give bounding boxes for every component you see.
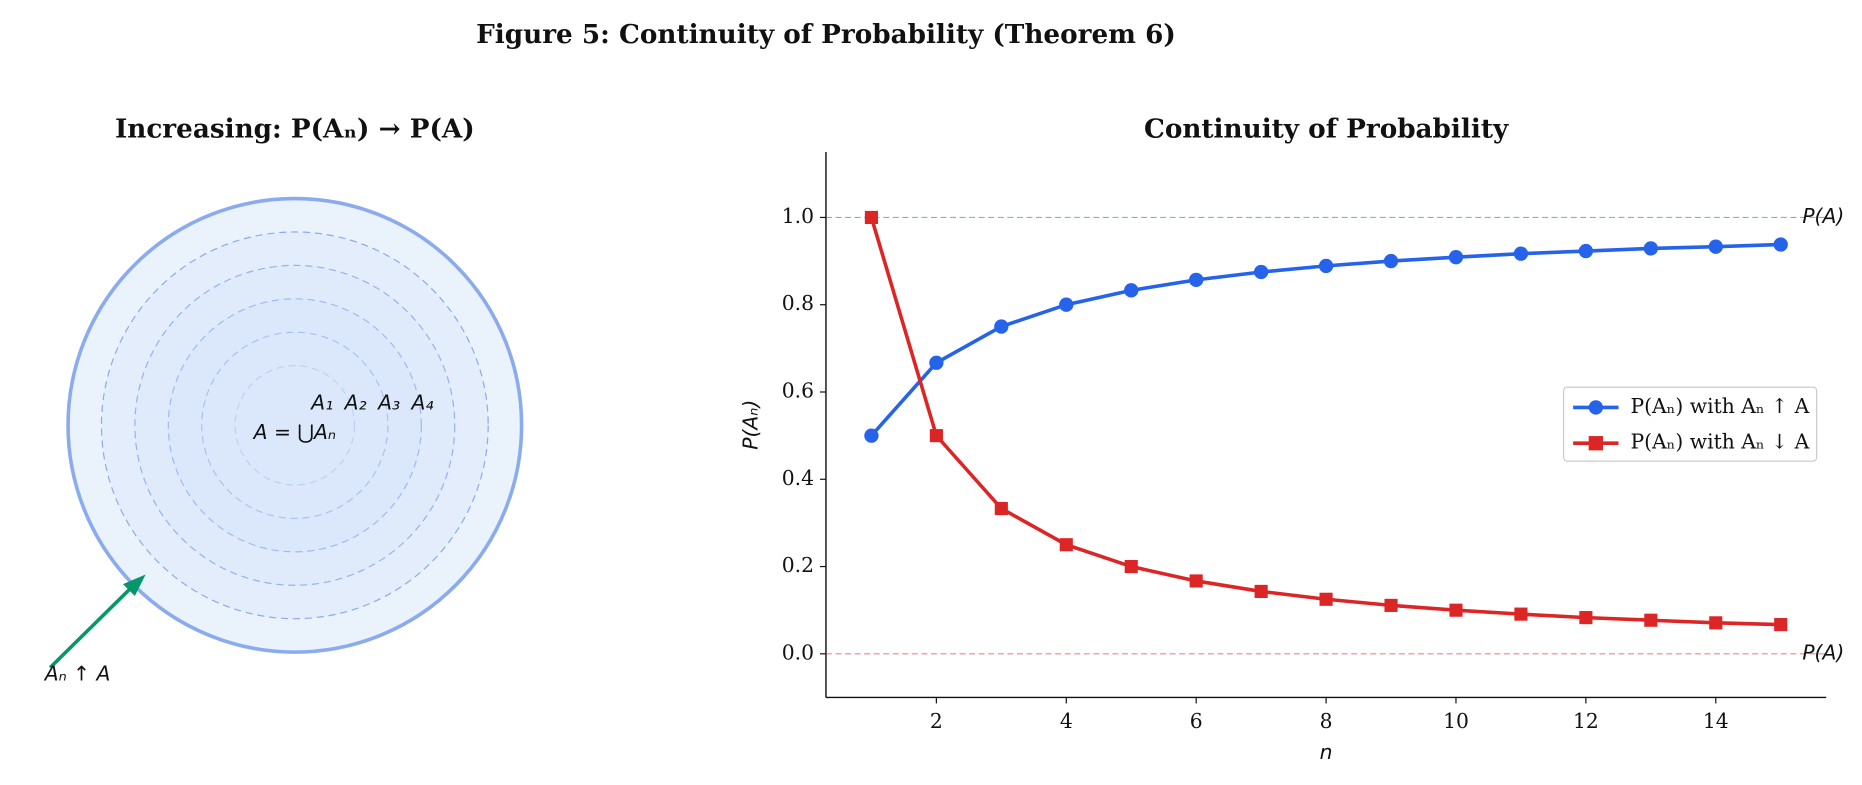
chart-title: Continuity of Probability	[1144, 114, 1509, 145]
x-axis-label: n	[1320, 740, 1333, 764]
marker	[1643, 241, 1658, 256]
marker	[864, 428, 879, 443]
y-tick-label: 0.2	[782, 553, 814, 577]
diagram: Increasing: P(Aₙ) → P(A) A = ⋃Aₙ A₁ A₂ A₃ A…	[43, 114, 524, 685]
marker	[929, 355, 944, 370]
marker	[1059, 538, 1073, 552]
figure-title: Figure 5: Continuity of Probability (The…	[476, 19, 1176, 50]
legend: P(Aₙ) with Aₙ ↑ A P(Aₙ) with Aₙ ↓ A	[1563, 386, 1818, 462]
arrow	[48, 583, 135, 669]
arrow-label: Aₙ ↑ A	[43, 661, 111, 685]
arrow-head	[122, 574, 146, 597]
marker	[994, 501, 1008, 516]
set-label: A₁	[309, 390, 333, 414]
legend-box	[1563, 386, 1818, 462]
marker	[1253, 264, 1269, 280]
marker	[1383, 253, 1399, 269]
x-tick-label: 8	[1320, 709, 1333, 733]
x-tick-label: 6	[1190, 709, 1203, 733]
marker	[1448, 249, 1464, 265]
set-label: A₄	[410, 390, 434, 414]
y-tick-label: 0.0	[782, 640, 814, 664]
marker	[1254, 584, 1268, 598]
marker	[929, 429, 943, 443]
marker	[1189, 272, 1204, 288]
union-label: A = ⋃Aₙ	[252, 420, 336, 444]
marker	[864, 210, 878, 225]
y-axis-label: P(Aₙ)	[738, 400, 762, 450]
marker	[1124, 559, 1138, 574]
x-tick-label: 10	[1443, 709, 1469, 733]
marker	[1384, 598, 1398, 612]
marker	[1709, 616, 1723, 630]
y-tick-label: 0.4	[782, 466, 814, 490]
marker	[1514, 607, 1528, 621]
x-tick-label: 14	[1703, 709, 1729, 733]
y-tick-label: 1.0	[782, 204, 814, 228]
legend-label: P(Aₙ) with Aₙ ↑ A	[1630, 394, 1809, 418]
set-label: A₃	[376, 390, 400, 414]
marker	[994, 319, 1009, 334]
marker	[1318, 258, 1334, 274]
marker	[1774, 618, 1788, 632]
marker	[1578, 243, 1594, 259]
diagram-title: Increasing: P(Aₙ) → P(A)	[115, 114, 475, 145]
y-tick-label: 0.8	[782, 291, 814, 315]
legend-marker	[1588, 400, 1603, 415]
marker	[1644, 613, 1658, 627]
x-tick-label: 2	[930, 709, 943, 733]
line-chart: Continuity of Probability 0.0 0.2 0.4 0.6 0.8…	[738, 114, 1844, 765]
x-tick-label: 4	[1060, 709, 1073, 733]
marker	[1708, 239, 1723, 254]
legend-marker	[1588, 436, 1603, 451]
set-label: A₂	[343, 390, 367, 414]
marker	[1319, 592, 1333, 606]
marker	[1513, 246, 1529, 261]
marker	[1189, 574, 1203, 588]
marker	[1059, 297, 1074, 312]
marker	[1124, 283, 1139, 298]
y-tick-label: 0.6	[782, 378, 814, 402]
reference-label: P(A)	[1802, 204, 1844, 228]
set-circle	[234, 365, 356, 486]
marker	[1579, 611, 1593, 625]
marker	[1449, 603, 1463, 617]
legend-label: P(Aₙ) with Aₙ ↓ A	[1630, 430, 1809, 454]
x-tick-label: 12	[1573, 709, 1599, 733]
reference-label: P(A)	[1802, 640, 1844, 664]
marker	[1773, 237, 1788, 252]
